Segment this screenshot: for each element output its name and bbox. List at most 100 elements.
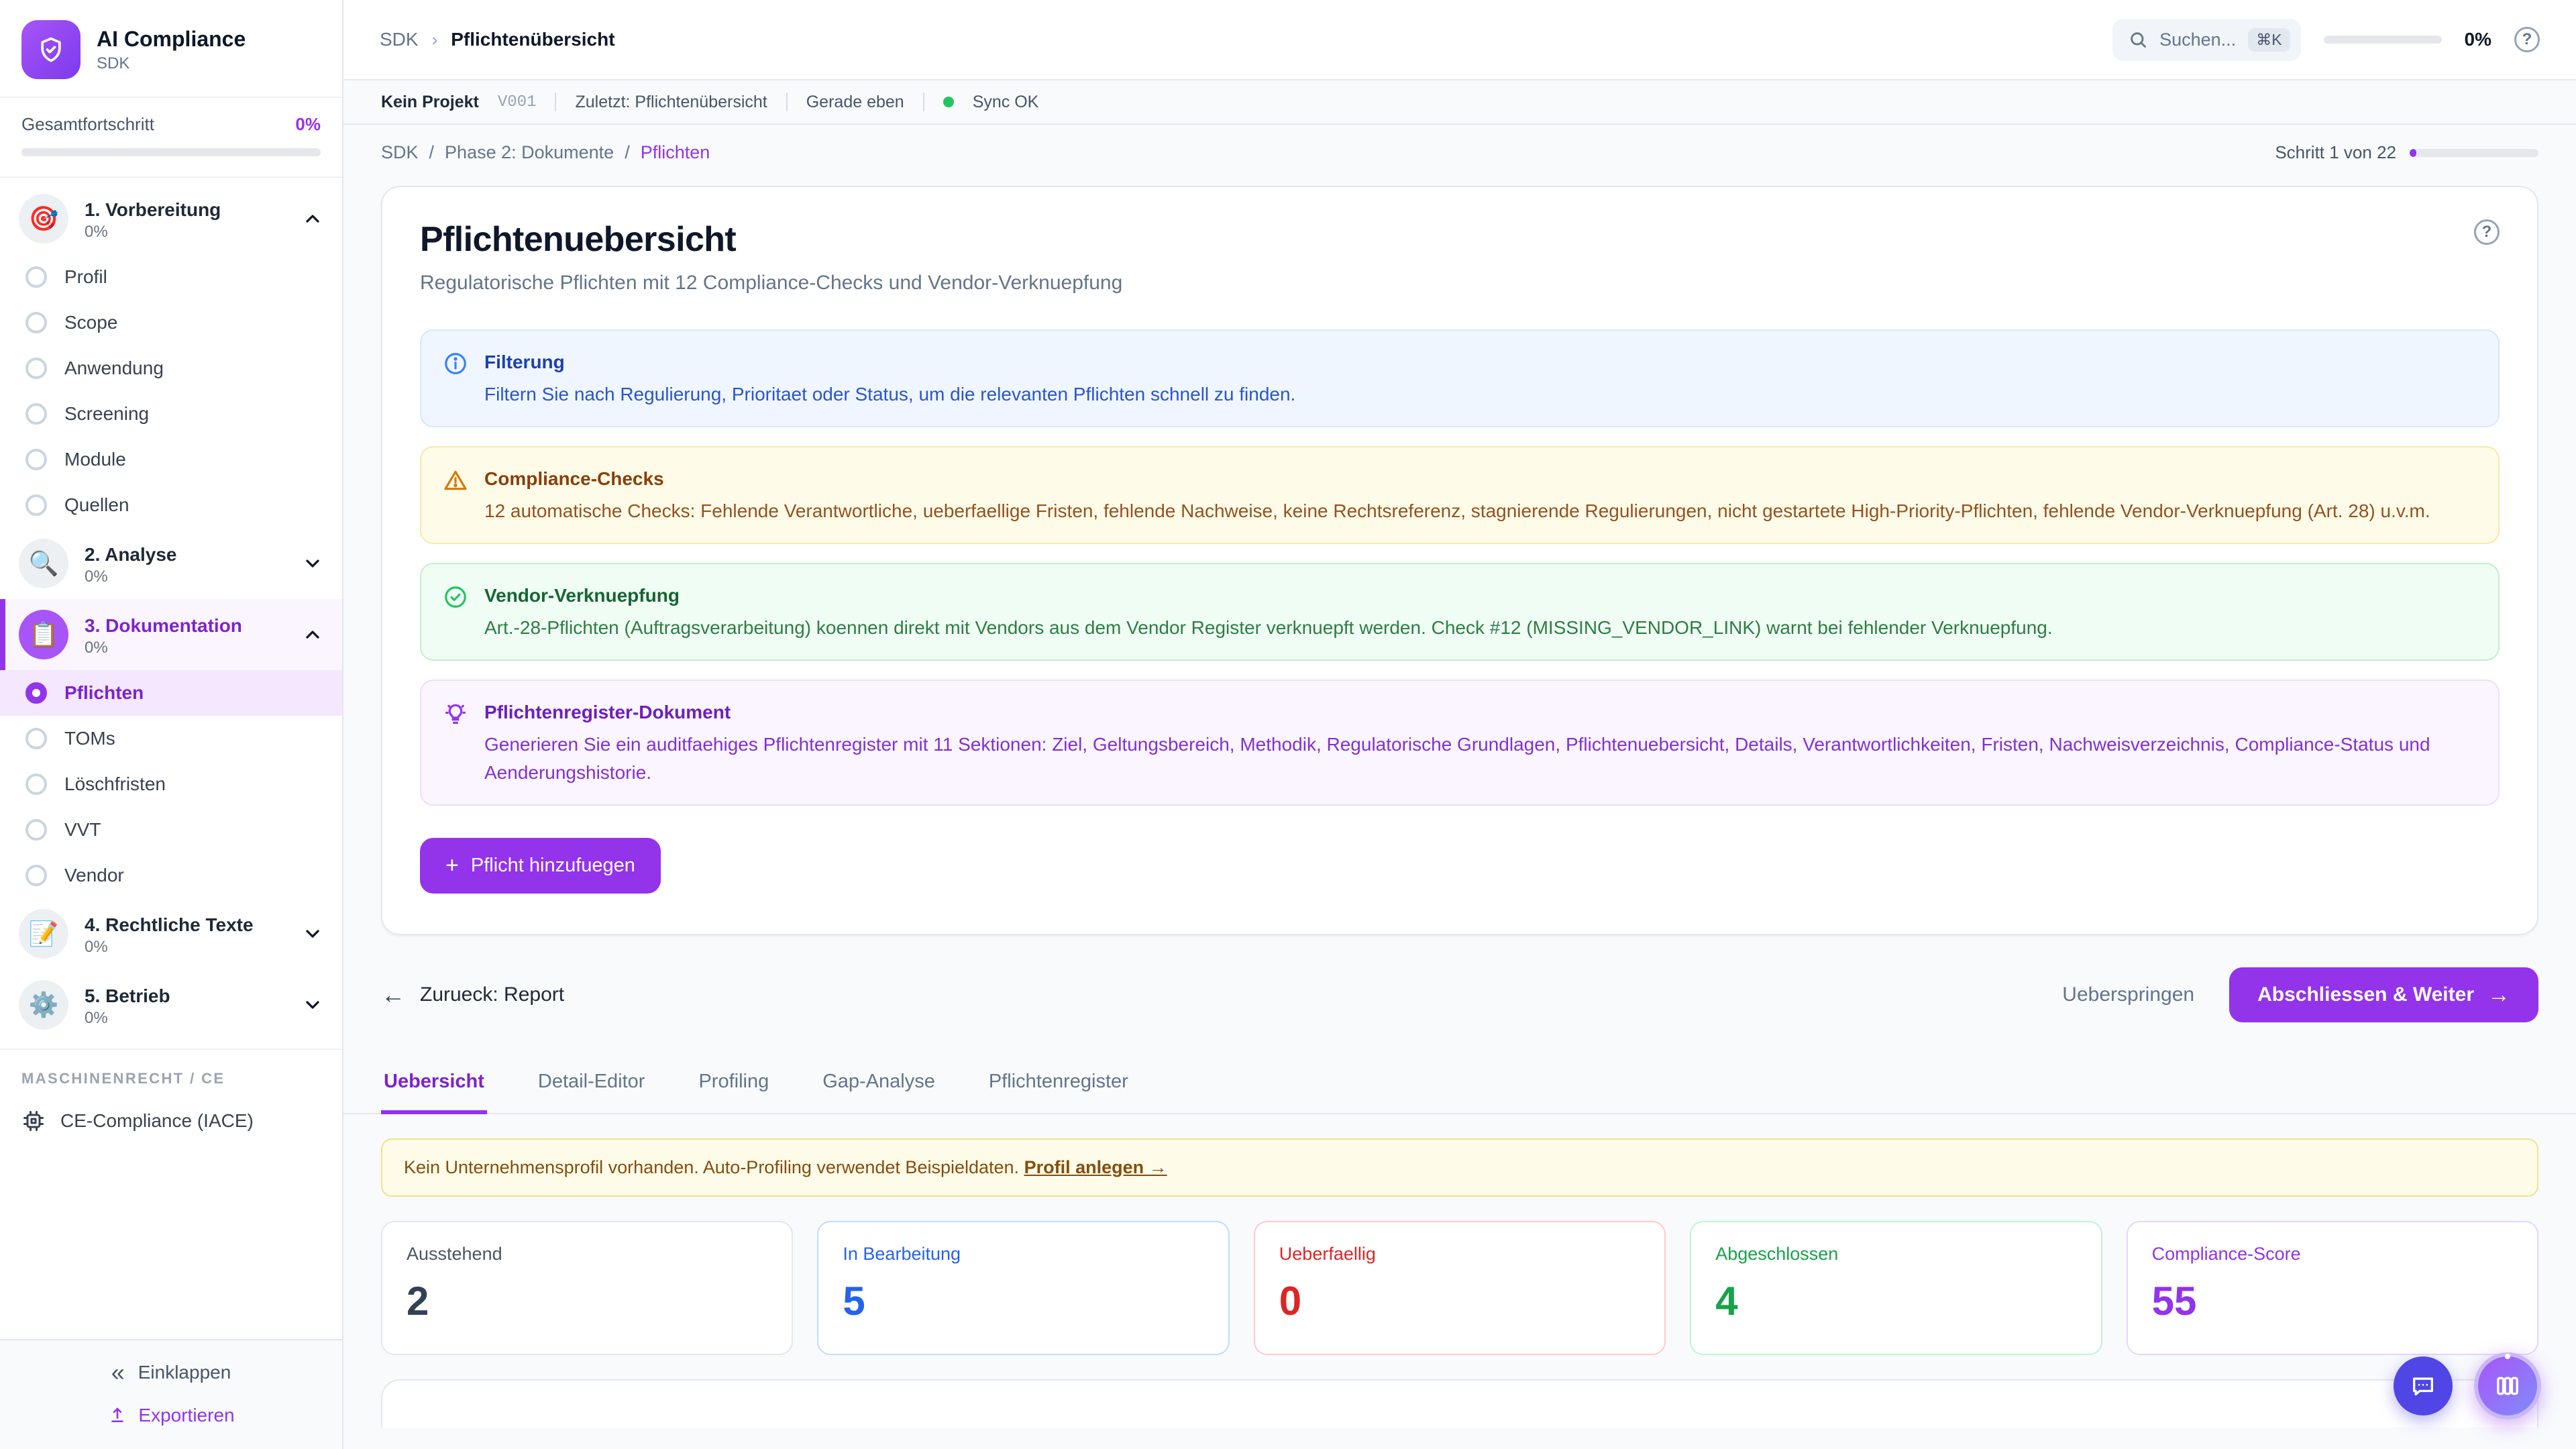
sidebar-group-dokumentation[interactable]: 📋 3. Dokumentation 0% — [0, 599, 342, 670]
help-icon[interactable]: ? — [2514, 27, 2540, 52]
stat-label: Ausstehend — [407, 1244, 502, 1264]
stat-label: Abgeschlossen — [1715, 1244, 1839, 1264]
sidebar-section-label: MASCHINENRECHT / CE — [0, 1049, 342, 1097]
page-title: Pflichtenuebersicht — [420, 220, 737, 259]
last-page-label: Zuletzt: Pflichtenübersicht — [575, 92, 767, 111]
stat-value: 2 — [407, 1279, 429, 1324]
version-tag: V001 — [497, 93, 537, 111]
add-pflicht-button[interactable]: + Pflicht hinzufuegen — [420, 838, 661, 894]
keyboard-shortcut-badge: ⌘K — [2248, 28, 2290, 52]
stat-value: 4 — [1715, 1279, 1738, 1324]
notice-pflichtenregister: Pflichtenregister-Dokument Generieren Si… — [420, 680, 2500, 806]
radio-icon — [25, 449, 47, 470]
breadcrumb-separator: / — [625, 142, 630, 162]
step-progress-fill — [2410, 148, 2416, 157]
collapse-sidebar-button[interactable]: « Einklappen — [111, 1358, 231, 1386]
radio-icon — [25, 773, 47, 795]
group-label: 5. Betrieb — [85, 985, 170, 1006]
radio-icon — [25, 358, 47, 379]
export-button[interactable]: Exportieren — [107, 1405, 235, 1426]
sidebar-item-profil[interactable]: Profil — [0, 254, 342, 300]
sidebar-item-loeschfristen[interactable]: Löschfristen — [0, 761, 342, 807]
sidebar-group-rechtliche-texte[interactable]: 📝 4. Rechtliche Texte 0% — [0, 898, 342, 969]
card-help-icon[interactable]: ? — [2474, 219, 2500, 245]
stat-label: Ueberfaellig — [1279, 1244, 1376, 1264]
top-header: SDK › Pflichtenübersicht Suchen... ⌘K 0%… — [343, 0, 2576, 80]
group-percent: 0% — [85, 222, 108, 241]
check-circle-icon — [445, 586, 466, 608]
group-percent: 0% — [85, 567, 108, 586]
target-icon: 🎯 — [19, 194, 68, 244]
divider — [922, 93, 924, 111]
stat-value: 0 — [1279, 1279, 1302, 1324]
sidebar-group-betrieb[interactable]: ⚙️ 5. Betrieb 0% — [0, 969, 342, 1040]
sidebar-item-pflichten[interactable]: Pflichten — [0, 670, 342, 716]
create-profile-link[interactable]: Profil anlegen → — [1024, 1157, 1167, 1177]
step-indicator: Schritt 1 von 22 — [2275, 142, 2396, 162]
stat-ueberfaellig: Ueberfaellig 0 — [1253, 1221, 1666, 1355]
progress-label: Gesamtfortschritt — [21, 114, 154, 134]
breadcrumb-root[interactable]: SDK — [380, 29, 419, 50]
sidebar-group-vorbereitung[interactable]: 🎯 1. Vorbereitung 0% — [0, 183, 342, 254]
status-bar: Kein Projekt V001 Zuletzt: Pflichtenüber… — [343, 80, 2576, 125]
chip-icon — [23, 1111, 44, 1131]
notice-body: 12 automatische Checks: Fehlende Verantw… — [484, 500, 2430, 521]
stat-in-bearbeitung: In Bearbeitung 5 — [817, 1221, 1230, 1355]
breadcrumb-current: Pflichtenübersicht — [451, 29, 615, 50]
sidebar-item-vendor[interactable]: Vendor — [0, 853, 342, 898]
breadcrumb-phase2[interactable]: Phase 2: Dokumente — [445, 142, 614, 162]
complete-next-button[interactable]: Abschliessen & Weiter → — [2229, 967, 2538, 1022]
divider — [786, 93, 788, 111]
sidebar-item-scope[interactable]: Scope — [0, 300, 342, 345]
radio-icon — [25, 865, 47, 886]
board-columns-fab-button[interactable] — [2474, 1352, 2541, 1419]
sidebar-item-anwendung[interactable]: Anwendung — [0, 345, 342, 391]
tab-bar: Uebersicht Detail-Editor Profiling Gap-A… — [343, 1055, 2576, 1114]
group-percent: 0% — [85, 638, 108, 657]
progress-value: 0% — [295, 114, 321, 134]
breadcrumb-separator: / — [429, 142, 435, 162]
stat-label: Compliance-Score — [2151, 1244, 2301, 1264]
warning-text: Kein Unternehmensprofil vorhanden. Auto-… — [404, 1157, 1020, 1177]
search-placeholder: Suchen... — [2159, 29, 2237, 50]
header-progress-value: 0% — [2464, 29, 2491, 50]
group-label: 2. Analyse — [85, 543, 177, 565]
stat-compliance-score: Compliance-Score 55 — [2126, 1221, 2538, 1355]
main-card: Pflichtenuebersicht ? Regulatorische Pfl… — [381, 186, 2538, 935]
sidebar-group-analyse[interactable]: 🔍 2. Analyse 0% — [0, 528, 342, 599]
group-label: 3. Dokumentation — [85, 614, 242, 636]
tab-gap-analyse[interactable]: Gap-Analyse — [822, 1071, 935, 1092]
sidebar-item-vvt[interactable]: VVT — [0, 807, 342, 853]
app-logo — [21, 20, 80, 79]
tab-detail-editor[interactable]: Detail-Editor — [537, 1071, 645, 1092]
sidebar-item-screening[interactable]: Screening — [0, 391, 342, 437]
breadcrumb-sdk[interactable]: SDK — [381, 142, 419, 162]
sidebar-item-quellen[interactable]: Quellen — [0, 482, 342, 528]
magnifier-icon: 🔍 — [19, 539, 68, 588]
radio-icon — [25, 728, 47, 749]
radio-icon — [25, 403, 47, 425]
next-section-card-partial — [381, 1379, 2538, 1428]
sidebar-item-module[interactable]: Module — [0, 437, 342, 482]
progress-track — [21, 148, 321, 156]
breadcrumb-separator: › — [431, 29, 438, 50]
chevron-up-icon — [302, 208, 323, 229]
clipboard-icon: 📋 — [19, 610, 68, 659]
notice-list: Filterung Filtern Sie nach Regulierung, … — [420, 329, 2500, 806]
skip-button[interactable]: Ueberspringen — [2062, 983, 2195, 1006]
search-input[interactable]: Suchen... ⌘K — [2112, 18, 2301, 61]
sidebar-header: AI Compliance SDK — [0, 0, 342, 98]
tab-pflichtenregister[interactable]: Pflichtenregister — [988, 1071, 1128, 1092]
tab-profiling[interactable]: Profiling — [698, 1071, 769, 1092]
notice-title: Compliance-Checks — [484, 468, 664, 489]
chat-fab-button[interactable] — [2394, 1356, 2453, 1415]
back-link[interactable]: ← Zurueck: Report — [381, 981, 565, 1008]
sidebar-item-toms[interactable]: TOMs — [0, 716, 342, 761]
app-title: AI Compliance — [97, 26, 246, 51]
tab-uebersicht[interactable]: Uebersicht — [381, 1055, 487, 1114]
sidebar-item-ce-compliance[interactable]: CE-Compliance (IACE) — [0, 1097, 342, 1145]
breadcrumb-pflichten: Pflichten — [640, 142, 710, 162]
notice-filterung: Filterung Filtern Sie nach Regulierung, … — [420, 329, 2500, 427]
sidebar-nav: 🎯 1. Vorbereitung 0% Profil Scope Anwend… — [0, 178, 342, 1339]
radio-selected-icon — [25, 682, 47, 704]
